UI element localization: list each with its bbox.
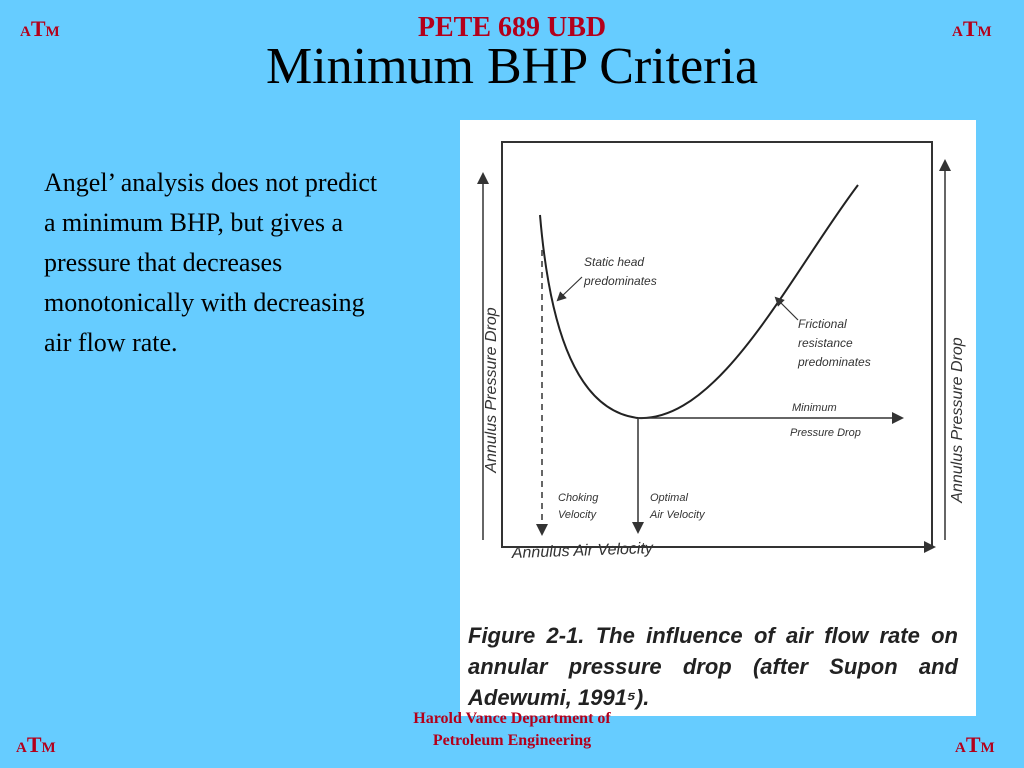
y-axis-label-right: Annulus Pressure Drop — [949, 337, 966, 504]
choking-label-2: Velocity — [558, 509, 598, 521]
atm-logo-top-left: ATM — [20, 16, 60, 41]
friction-arrow — [774, 296, 799, 321]
pressure-drop-diagram: Annulus Pressure Drop Annulus Pressure D… — [477, 141, 966, 562]
friction-label-2: resistance — [798, 336, 853, 350]
atm-logo-top-right: ATM — [952, 16, 992, 41]
body-paragraph: Angel’ analysis does not predict a minim… — [44, 168, 378, 357]
y-axis-label-left: Annulus Pressure Drop — [483, 307, 500, 474]
friction-label-3: predominates — [797, 355, 871, 369]
optimal-label-1: Optimal — [650, 492, 688, 504]
atm-logo-bottom-right: ATM — [955, 732, 995, 757]
static-head-arrow — [556, 276, 583, 302]
footer-line-1: Harold Vance Department of — [413, 710, 611, 727]
minimum-label-1: Minimum — [792, 402, 837, 414]
slide-title: Minimum BHP Criteria — [265, 38, 759, 95]
footer-line-2: Petroleum Engineering — [432, 732, 592, 749]
course-heading: PETE 689 UBD — [417, 12, 607, 43]
minimum-label-2: Pressure Drop — [790, 427, 861, 439]
plot-frame — [501, 141, 933, 548]
choking-label-1: Choking — [558, 492, 599, 504]
figure-caption: Figure 2-1. The influence of air flow ra… — [468, 623, 958, 710]
static-head-label-1: Static head — [584, 255, 644, 269]
static-head-label-2: predominates — [583, 274, 657, 288]
optimal-label-2: Air Velocity — [649, 509, 706, 521]
x-axis-label: Annulus Air Velocity — [511, 540, 655, 562]
figure-panel: Annulus Pressure Drop Annulus Pressure D… — [460, 120, 976, 716]
footer: Harold Vance Department of Petroleum Eng… — [340, 708, 684, 752]
atm-logo-bottom-left: ATM — [16, 732, 56, 757]
pressure-curve — [539, 184, 859, 420]
friction-label-1: Frictional — [798, 317, 847, 331]
